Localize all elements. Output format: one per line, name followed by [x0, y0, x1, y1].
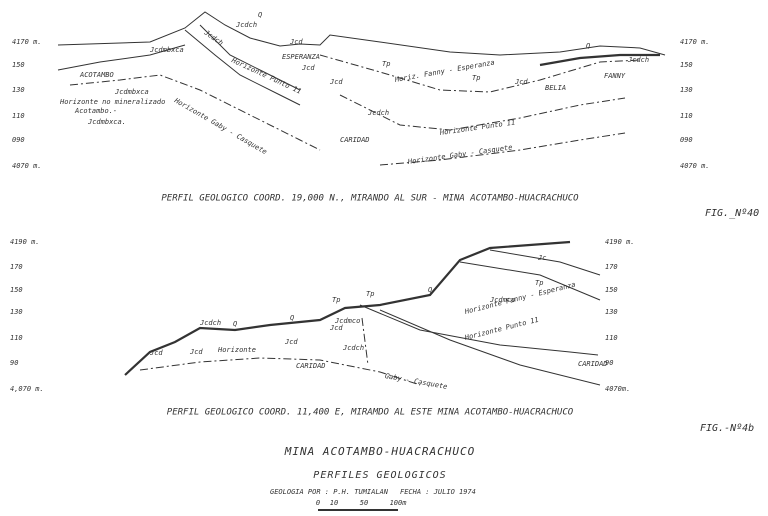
axis-label: 110: [605, 334, 618, 342]
axis-label: 110: [680, 112, 693, 120]
axis-label: 110: [10, 334, 23, 342]
unit-label: CARIDAD: [340, 136, 370, 144]
date: FECHA : JULIO 1974: [400, 488, 476, 496]
unit-label: Jcd: [189, 348, 203, 356]
axis-label: 150: [10, 286, 23, 294]
unit-label: Tp: [382, 60, 390, 68]
figure-number: FIG._Nº40: [705, 208, 759, 219]
section-a-lines: [57, 11, 666, 166]
unit-label: Horizonte Punto 11: [229, 56, 302, 96]
axis-label: 150: [12, 61, 25, 69]
unit-label: Jcdch: [202, 28, 225, 47]
unit-label: Tp: [332, 296, 340, 304]
unit-label: Q: [290, 314, 294, 322]
axis-label: 90: [605, 359, 613, 367]
subtitle: PERFILES GEOLOGICOS: [313, 470, 446, 481]
unit-label: Jcd: [329, 324, 343, 332]
unit-label: Jcd: [514, 78, 528, 86]
unit-label: Jcd: [329, 78, 343, 86]
unit-label: Q: [233, 320, 237, 328]
unit-label: Horizonte Gaby - Casquete: [406, 143, 512, 166]
section-caption: PERFIL GEOLOGICO COORD. 11,400 E, MIRAMD…: [167, 408, 574, 418]
unit-label: Jcd: [289, 38, 303, 46]
section-caption: PERFIL GEOLOGICO COORD. 19,000 N., MIRAN…: [161, 194, 579, 204]
section-b-lines: [124, 240, 601, 386]
unit-label: Jcdch: [627, 56, 649, 64]
unit-label: Horizonte: [217, 346, 256, 354]
unit-label: Jcd: [301, 64, 315, 72]
unit-label: Jcd: [149, 349, 163, 357]
unit-label: Horizonte Gaby - Casquete: [172, 96, 268, 156]
axis-label: 150: [680, 61, 693, 69]
unit-label: Jcdch: [342, 344, 364, 352]
unit-label: Tp: [472, 74, 480, 82]
unit-label: Jcdmbxca: [149, 46, 184, 54]
axis-label: 170: [605, 263, 618, 271]
unit-label: CARIDAD: [578, 360, 608, 368]
title: MINA ACOTAMBO-HUACRACHUCO: [284, 445, 476, 458]
unit-label: Jc: [537, 254, 546, 262]
unit-label: Horizonte no mineralizado: [59, 98, 165, 106]
unit-label: Horizonte Punto 11: [463, 316, 540, 342]
axis-label: 4170 m.: [680, 38, 710, 46]
axis-label: 130: [680, 86, 693, 94]
unit-label: FANNY: [604, 72, 626, 80]
unit-label: Jcdch: [235, 21, 257, 29]
axis-label: 4190 m.: [605, 238, 635, 246]
unit-label: ESPERANZA: [282, 53, 320, 61]
unit-label: Jcdmbxca.: [87, 118, 126, 126]
unit-label: Acotambo.-: [74, 107, 117, 115]
axis-label: 150: [605, 286, 618, 294]
unit-label: Gaby - Casquete: [384, 372, 448, 391]
axis-label: 130: [10, 308, 23, 316]
unit-label: ACOTAMBO: [79, 71, 114, 79]
axis-label: 4070 m.: [680, 162, 710, 170]
axis-label: 4070 m.: [12, 162, 42, 170]
scale-label: 100m: [390, 499, 408, 507]
unit-label: Jcdmco: [334, 317, 360, 325]
axis-label: 90: [10, 359, 18, 367]
scale-label: 10: [330, 499, 338, 507]
axis-label: 090: [12, 136, 25, 144]
axis-label: 4,070 m.: [10, 385, 44, 393]
unit-label: Q: [428, 286, 432, 294]
axis-label: 110: [12, 112, 25, 120]
unit-label: BELIA: [545, 84, 566, 92]
axis-label: 4170 m.: [12, 38, 42, 46]
axis-label: 130: [605, 308, 618, 316]
author: GEOLOGIA POR : P.H. TUMIALAN: [270, 488, 389, 496]
unit-label: Tp: [366, 290, 374, 298]
axis-label: 130: [12, 86, 25, 94]
axis-label: 170: [10, 263, 23, 271]
unit-label: Jcdch: [367, 109, 389, 117]
scale-label: 50: [360, 499, 368, 507]
unit-label: Jcdch: [199, 319, 221, 327]
unit-label: Jcd: [284, 338, 298, 346]
unit-label: CARIDAD: [296, 362, 326, 370]
unit-label: Horizonte Punto 11: [438, 118, 515, 137]
axis-label: 4070m.: [605, 385, 630, 393]
unit-label: Jcdmbxca: [114, 88, 149, 96]
unit-label: Q: [586, 42, 590, 50]
scale-label: 0: [316, 499, 320, 507]
unit-label: Horizonte Fanny - Esperanza: [463, 281, 576, 317]
figure-number: FIG.-Nº4b: [700, 423, 754, 434]
unit-label: Tp: [535, 279, 543, 287]
axis-label: 090: [680, 136, 693, 144]
unit-label: Jcdmco: [489, 296, 515, 304]
axis-label: 4190 m.: [10, 238, 40, 246]
unit-label: Q: [258, 11, 262, 19]
